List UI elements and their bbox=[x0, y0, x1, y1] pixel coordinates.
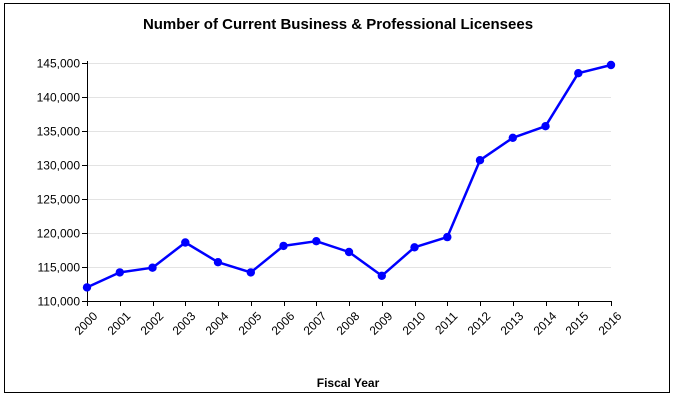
data-point bbox=[508, 133, 517, 142]
x-tick-label: 2015 bbox=[563, 309, 592, 338]
chart-frame: Number of Current Business & Professiona… bbox=[4, 3, 670, 393]
line-chart: Number of Current Business & Professiona… bbox=[37, 16, 625, 390]
data-point bbox=[410, 243, 419, 252]
y-tick-label: 115,000 bbox=[38, 261, 81, 275]
x-tick-label: 2005 bbox=[236, 309, 265, 338]
y-tick-label: 120,000 bbox=[37, 227, 81, 241]
data-point bbox=[312, 237, 321, 246]
x-tick-label: 2000 bbox=[72, 309, 101, 338]
x-tick-label: 2006 bbox=[269, 309, 298, 338]
data-point bbox=[115, 268, 125, 277]
x-tick-label: 2003 bbox=[170, 309, 199, 338]
x-tick-label: 2013 bbox=[498, 309, 527, 338]
y-tick-label: 125,000 bbox=[37, 193, 81, 207]
data-point bbox=[246, 268, 255, 277]
x-tick-label: 2002 bbox=[138, 309, 167, 338]
x-tick-label: 2008 bbox=[334, 309, 363, 338]
x-axis-ticks: 2000 2001 2002 2003 2004 2005 2006 2007 2008 2009… bbox=[72, 301, 625, 338]
x-tick-label: 2001 bbox=[105, 309, 134, 338]
data-point bbox=[443, 232, 452, 242]
y-tick-label: 140,000 bbox=[37, 91, 81, 105]
data-point bbox=[181, 238, 190, 247]
data-point bbox=[606, 60, 616, 70]
gridlines bbox=[87, 63, 611, 268]
data-point bbox=[574, 69, 583, 78]
x-tick-label: 2009 bbox=[367, 309, 396, 338]
chart-title: Number of Current Business & Professiona… bbox=[143, 16, 533, 33]
y-axis-ticks: 110,000 115,000 120,000 125,000 130,000 135,0… bbox=[37, 57, 87, 309]
x-tick-label: 2007 bbox=[301, 309, 330, 338]
data-point bbox=[213, 258, 223, 267]
data-point bbox=[148, 263, 157, 272]
data-point bbox=[279, 241, 288, 251]
series-licensees bbox=[82, 60, 616, 292]
x-tick-label: 2011 bbox=[432, 309, 460, 337]
data-point bbox=[344, 247, 354, 257]
data-point bbox=[82, 283, 92, 292]
x-tick-label: 2014 bbox=[531, 309, 560, 338]
data-point bbox=[377, 271, 386, 280]
x-tick-label: 2012 bbox=[465, 309, 494, 338]
x-tick-label: 2016 bbox=[596, 309, 625, 338]
data-point bbox=[541, 122, 550, 131]
x-axis-title: Fiscal Year bbox=[317, 376, 380, 390]
x-tick-label: 2004 bbox=[203, 309, 232, 338]
y-tick-label: 130,000 bbox=[37, 159, 81, 173]
y-tick-label: 110,000 bbox=[38, 295, 81, 309]
data-point bbox=[475, 156, 485, 165]
x-tick-label: 2010 bbox=[400, 309, 429, 338]
y-tick-label: 135,000 bbox=[37, 125, 81, 139]
y-tick-label: 145,000 bbox=[37, 57, 81, 71]
